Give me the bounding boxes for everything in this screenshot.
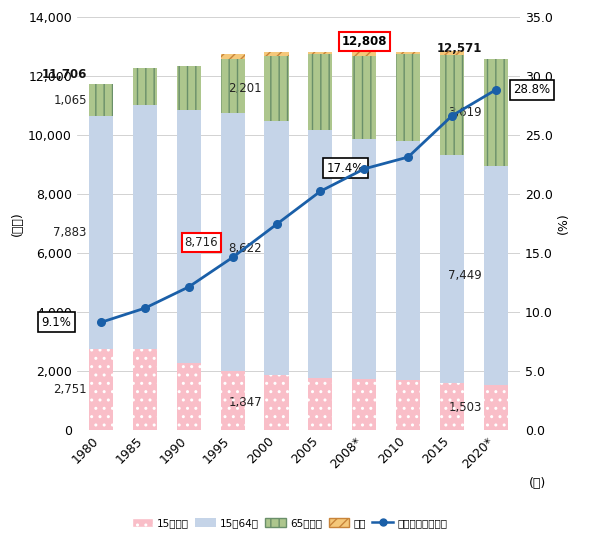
Bar (220, 55, 245, 60)
Bar (309, 378, 333, 430)
Bar (264, 121, 288, 375)
Bar (264, 56, 288, 121)
Bar (264, 375, 288, 430)
Text: 1,847: 1,847 (229, 396, 262, 409)
Text: 8,622: 8,622 (229, 241, 262, 255)
Text: 8,716: 8,716 (185, 236, 218, 249)
Bar (309, 378, 333, 430)
Bar (309, 54, 333, 130)
Bar (264, 52, 288, 56)
Bar (133, 349, 157, 430)
Bar (177, 66, 201, 110)
Bar (396, 52, 420, 54)
Bar (177, 110, 201, 364)
Bar (352, 52, 376, 56)
Bar (264, 375, 288, 430)
Bar (264, 56, 288, 121)
Bar (177, 364, 201, 430)
Bar (484, 385, 508, 430)
Bar (396, 52, 420, 54)
Bar (396, 380, 420, 430)
Bar (220, 371, 245, 430)
Text: 3,619: 3,619 (448, 106, 482, 118)
Text: 2,751: 2,751 (53, 383, 87, 396)
Bar (309, 130, 333, 378)
Text: 12,808: 12,808 (342, 35, 387, 48)
Bar (89, 116, 113, 349)
Text: 1,065: 1,065 (53, 94, 87, 107)
Bar (264, 52, 288, 56)
Bar (220, 60, 245, 114)
Bar (484, 59, 508, 165)
Bar (440, 51, 464, 55)
Text: 9.1%: 9.1% (41, 316, 72, 329)
Bar (440, 55, 464, 155)
Bar (133, 105, 157, 349)
Bar (89, 84, 113, 116)
Bar (309, 52, 333, 54)
Text: 28.8%: 28.8% (514, 83, 551, 96)
Bar (89, 84, 113, 116)
Bar (133, 68, 157, 105)
Text: (年): (年) (529, 477, 546, 490)
Bar (133, 68, 157, 105)
Bar (352, 56, 376, 139)
Text: 1,503: 1,503 (449, 401, 482, 414)
Bar (352, 52, 376, 56)
Bar (309, 54, 333, 130)
Text: 17.4%: 17.4% (327, 161, 364, 175)
Bar (440, 155, 464, 383)
Bar (220, 55, 245, 60)
Bar (352, 379, 376, 430)
Bar (352, 56, 376, 139)
Bar (309, 52, 333, 54)
Y-axis label: (%): (%) (557, 212, 570, 234)
Bar (352, 139, 376, 379)
Bar (440, 383, 464, 430)
Bar (484, 165, 508, 385)
Legend: 15歳未満, 15～64歳, 65歳以上, 不群, 高齢化率（右軸）: 15歳未満, 15～64歳, 65歳以上, 不群, 高齢化率（右軸） (128, 514, 452, 532)
Text: 2,201: 2,201 (229, 82, 262, 95)
Bar (440, 383, 464, 430)
Y-axis label: (万人): (万人) (11, 211, 24, 235)
Bar (220, 371, 245, 430)
Bar (440, 55, 464, 155)
Bar (177, 364, 201, 430)
Bar (89, 349, 113, 430)
Bar (220, 60, 245, 114)
Bar (396, 141, 420, 380)
Bar (396, 380, 420, 430)
Text: 7,883: 7,883 (53, 226, 87, 239)
Text: 7,449: 7,449 (448, 269, 482, 282)
Text: 12,571: 12,571 (436, 42, 482, 55)
Bar (396, 54, 420, 141)
Bar (220, 114, 245, 371)
Text: 11,706: 11,706 (41, 68, 87, 80)
Bar (440, 51, 464, 55)
Bar (396, 54, 420, 141)
Bar (133, 349, 157, 430)
Bar (177, 66, 201, 110)
Bar (352, 379, 376, 430)
Bar (484, 59, 508, 165)
Bar (89, 349, 113, 430)
Bar (484, 385, 508, 430)
